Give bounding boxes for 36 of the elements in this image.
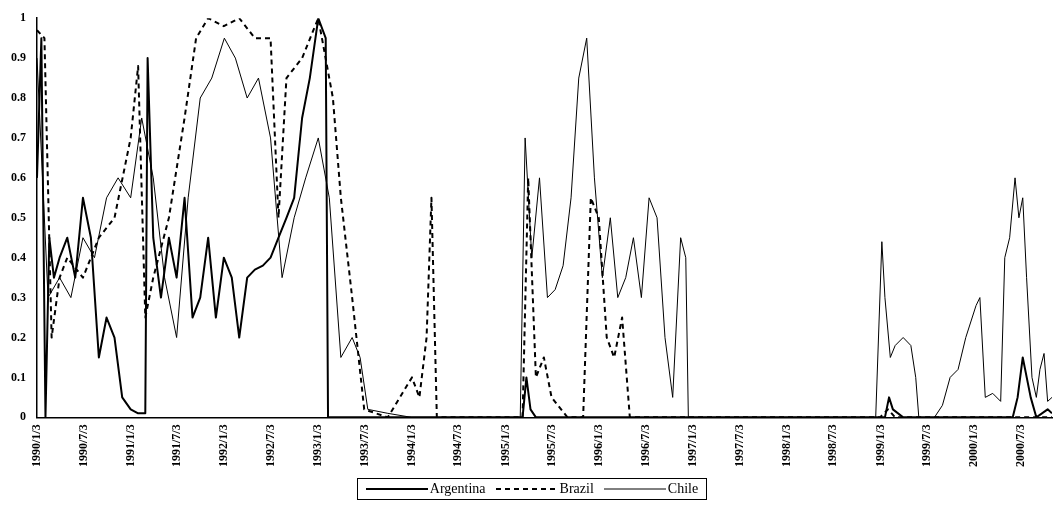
y-tick-label: 0.2 — [11, 329, 26, 344]
x-tick-label: 1995/1/3 — [497, 424, 512, 467]
y-tick-label: 0.9 — [11, 50, 26, 65]
legend-label: Brazil — [559, 481, 594, 497]
x-tick-label: 1999/1/3 — [872, 424, 887, 467]
legend-label: Argentina — [429, 481, 486, 497]
x-tick-label: 1992/7/3 — [263, 424, 278, 467]
x-tick-label: 1993/1/3 — [310, 424, 325, 467]
y-tick-label: 0.1 — [11, 369, 26, 384]
x-tick-label: 1993/7/3 — [356, 424, 371, 467]
y-tick-label: 0.7 — [11, 130, 26, 145]
x-tick-label: 1998/7/3 — [825, 424, 840, 467]
x-tick-label: 1998/1/3 — [778, 424, 793, 467]
x-tick-label: 1991/1/3 — [122, 424, 137, 467]
x-tick-label: 1994/1/3 — [404, 424, 419, 467]
y-tick-label: 0.5 — [11, 209, 26, 224]
x-tick-label: 2000/1/3 — [966, 424, 981, 467]
x-tick-label: 1990/1/3 — [29, 424, 44, 467]
y-tick-label: 0.6 — [11, 169, 26, 184]
y-tick-label: 0 — [20, 409, 26, 424]
x-tick-label: 1991/7/3 — [169, 424, 184, 467]
x-tick-label: 1997/7/3 — [731, 424, 746, 467]
x-tick-label: 1997/1/3 — [685, 424, 700, 467]
y-tick-label: 0.3 — [11, 289, 26, 304]
x-tick-label: 2000/7/3 — [1013, 424, 1028, 467]
y-tick-label: 1 — [20, 10, 26, 25]
x-tick-label: 1995/7/3 — [544, 424, 559, 467]
y-tick-label: 0.8 — [11, 90, 26, 105]
x-tick-label: 1992/1/3 — [216, 424, 231, 467]
x-tick-label: 1996/7/3 — [638, 424, 653, 467]
legend-label: Chile — [667, 481, 699, 497]
x-tick-label: 1990/7/3 — [75, 424, 90, 467]
x-tick-label: 1999/7/3 — [919, 424, 934, 467]
x-tick-label: 1996/1/3 — [591, 424, 606, 467]
x-tick-label: 1994/7/3 — [450, 424, 465, 467]
y-tick-label: 0.4 — [11, 249, 26, 264]
